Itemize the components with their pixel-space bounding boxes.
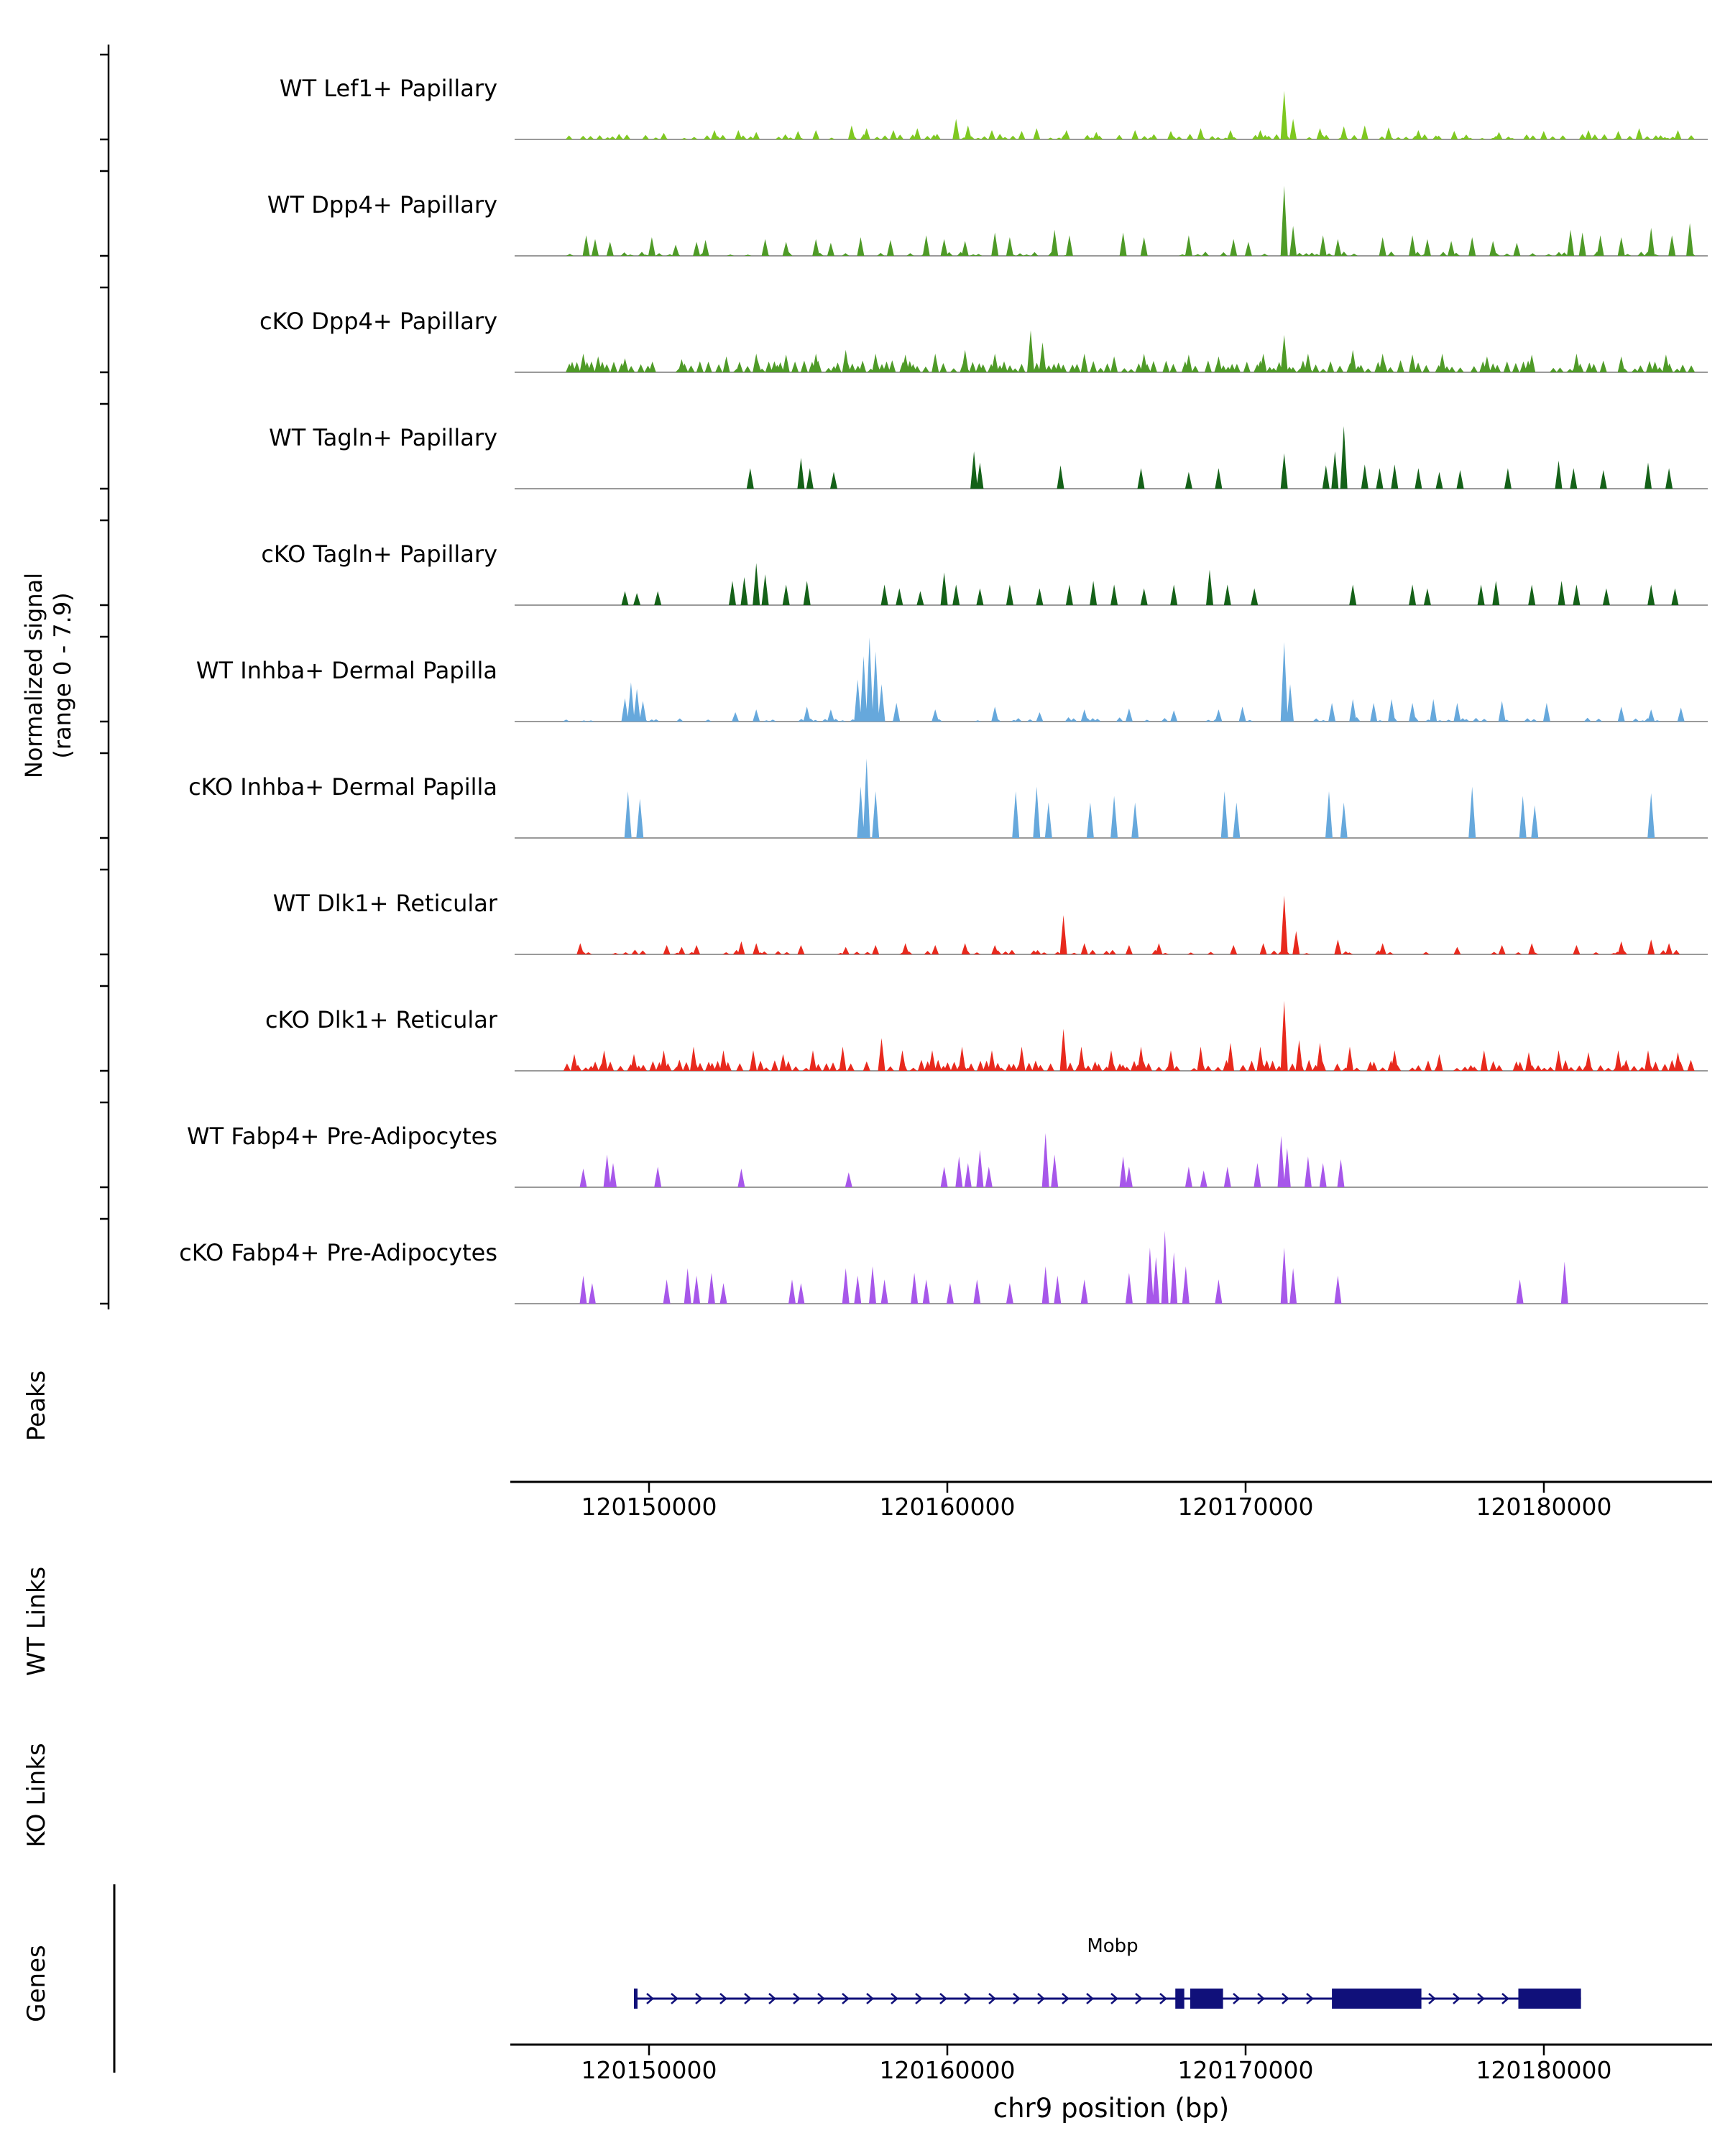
- track-label-wt-dpp4: WT Dpp4+ Papillary: [267, 191, 497, 218]
- track-label-wt-tagln: WT Tagln+ Papillary: [269, 424, 497, 451]
- track-signal-0: [565, 91, 1696, 139]
- genome-axis-tick-2: 120160000: [880, 2056, 1016, 2084]
- gene-exon-0: [634, 1989, 638, 2009]
- track-label-cko-inhba: cKO Inhba+ Dermal Papilla: [188, 773, 497, 801]
- track-signal-4: [621, 563, 1679, 605]
- track-signal-1: [566, 185, 1696, 256]
- track-label-cko-dpp4: cKO Dpp4+ Papillary: [259, 308, 497, 335]
- peaks-axis-tick-3: 120170000: [1178, 1493, 1314, 1521]
- genome-axis-tickmarks: [648, 2045, 1545, 2055]
- gene-exon-1: [1175, 1989, 1184, 2009]
- y-axis-label-line2: (range 0 - 7.9): [49, 592, 76, 758]
- gene-strand-arrows: [646, 1993, 1509, 2004]
- track-signal-3: [746, 425, 1673, 489]
- signal-tracks: [515, 91, 1708, 1304]
- gene-model-mobp: [634, 1989, 1581, 2009]
- track-signal-10: [579, 1230, 1568, 1304]
- gene-exon-2: [1190, 1989, 1223, 2009]
- track-label-wt-dlk1: WT Dlk1+ Reticular: [273, 890, 498, 917]
- track-signal-7: [576, 895, 1680, 954]
- peaks-axis-tickmarks: [648, 1482, 1545, 1493]
- x-axis-title: chr9 position (bp): [993, 2093, 1229, 2124]
- track-label-cko-fabp4: cKO Fabp4+ Pre-Adipocytes: [179, 1239, 497, 1266]
- peaks-axis-tick-1: 120150000: [581, 1493, 717, 1521]
- track-label-wt-fabp4: WT Fabp4+ Pre-Adipocytes: [187, 1123, 497, 1150]
- gene-exon-3: [1332, 1989, 1422, 2009]
- track-signal-9: [579, 1133, 1345, 1187]
- ko-links-section-label: KO Links: [22, 1743, 51, 1847]
- track-label-wt-lef1: WT Lef1+ Papillary: [280, 75, 497, 102]
- y-axis-label-line1: Normalized signal: [20, 573, 47, 778]
- track-signal-6: [624, 758, 1655, 838]
- track-label-wt-inhba: WT Inhba+ Dermal Papilla: [196, 657, 497, 684]
- peaks-axis-tick-4: 120180000: [1476, 1493, 1612, 1521]
- track-signal-5: [562, 637, 1685, 722]
- track-label-cko-dlk1: cKO Dlk1+ Reticular: [265, 1006, 498, 1033]
- wt-links-section-label: WT Links: [22, 1567, 51, 1677]
- genome-axis-tick-1: 120150000: [581, 2056, 717, 2084]
- track-signal-2: [566, 330, 1696, 372]
- genes-section-label: Genes: [22, 1945, 51, 2022]
- genome-axis-tick-3: 120170000: [1178, 2056, 1314, 2084]
- gene-name-label: Mobp: [1087, 1935, 1138, 1957]
- track-signal-8: [563, 1000, 1695, 1071]
- signal-axis-ticks: [100, 53, 109, 1305]
- track-label-cko-tagln: cKO Tagln+ Papillary: [261, 540, 497, 568]
- genome-axis-tick-4: 120180000: [1476, 2056, 1612, 2084]
- peaks-axis-tick-2: 120160000: [880, 1493, 1016, 1521]
- gene-exon-4: [1518, 1989, 1581, 2009]
- peaks-section-label: Peaks: [22, 1370, 51, 1441]
